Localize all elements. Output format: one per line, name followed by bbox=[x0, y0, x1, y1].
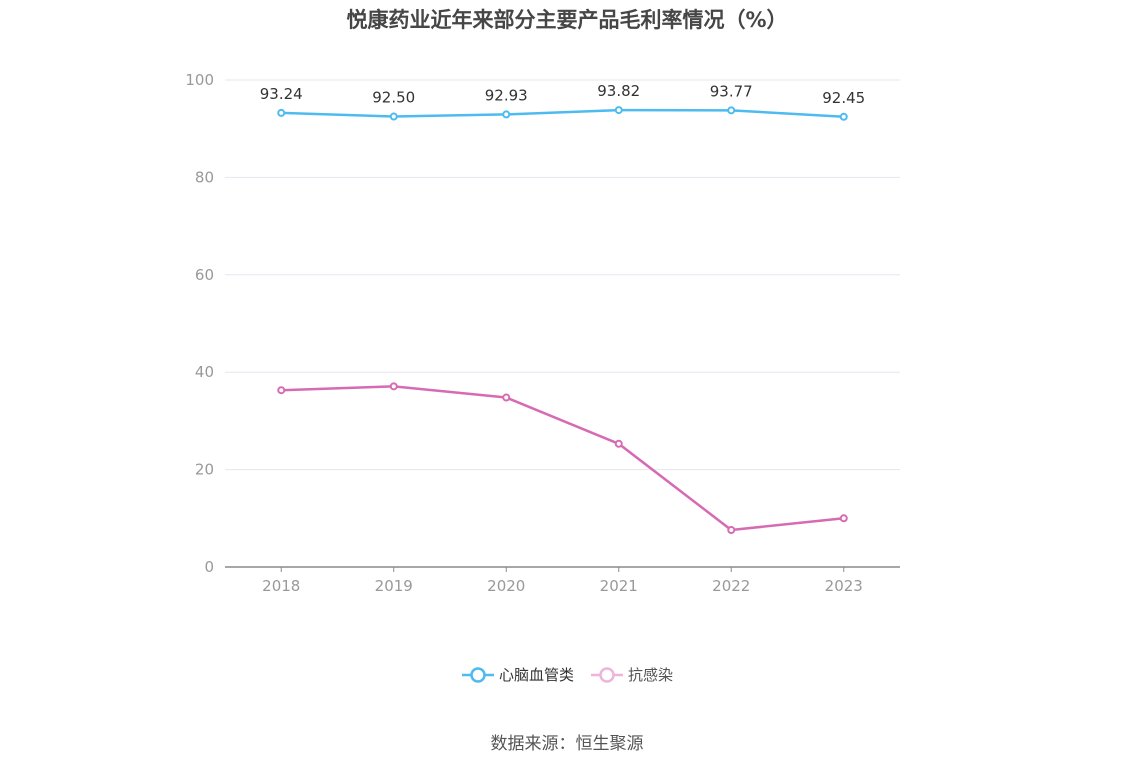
data-label: 93.24 bbox=[260, 85, 303, 103]
data-point[interactable] bbox=[727, 106, 736, 115]
data-label: 92.45 bbox=[822, 89, 865, 107]
x-tick-label: 2023 bbox=[825, 577, 863, 595]
y-tick-label: 0 bbox=[204, 558, 214, 576]
series-group bbox=[277, 106, 848, 534]
x-tick-label: 2022 bbox=[712, 577, 750, 595]
y-axis-ticks: 0 20 40 60 80 100 bbox=[185, 71, 214, 576]
legend-label-anti-infection: 抗感染 bbox=[628, 666, 674, 684]
data-label: 92.50 bbox=[372, 89, 415, 107]
grid-lines bbox=[225, 79, 900, 471]
legend-item-cardio[interactable]: 心脑血管类 bbox=[461, 664, 574, 685]
data-point[interactable] bbox=[277, 108, 286, 117]
data-point[interactable] bbox=[389, 112, 398, 121]
x-tick-label: 2021 bbox=[600, 577, 638, 595]
legend-cardio-icon bbox=[461, 666, 494, 683]
data-labels: 93.24 92.50 92.93 93.82 93.77 92.45 bbox=[260, 82, 865, 107]
series-line-0 bbox=[281, 108, 844, 119]
data-point[interactable] bbox=[839, 514, 848, 523]
legend: 心脑血管类 抗感染 bbox=[0, 664, 1134, 685]
chart-title: 悦康药业近年来部分主要产品毛利率情况（%） bbox=[346, 8, 788, 32]
data-point[interactable] bbox=[614, 439, 623, 448]
data-label: 93.77 bbox=[710, 82, 753, 100]
y-tick-label: 80 bbox=[195, 168, 214, 186]
x-tick-label: 2019 bbox=[375, 577, 413, 595]
x-tick-label: 2020 bbox=[487, 577, 525, 595]
data-point[interactable] bbox=[502, 110, 511, 119]
y-tick-label: 20 bbox=[195, 461, 214, 479]
series-line-1 bbox=[281, 385, 844, 532]
y-tick-label: 60 bbox=[195, 266, 214, 284]
y-tick-label: 40 bbox=[195, 363, 214, 381]
source-note: 数据来源：恒生聚源 bbox=[490, 734, 644, 754]
x-axis-ticks: 2018 2019 2020 2021 2022 2023 bbox=[262, 567, 863, 595]
data-label: 92.93 bbox=[485, 86, 528, 104]
legend-anti-infection-icon bbox=[591, 666, 623, 683]
data-point[interactable] bbox=[839, 112, 848, 121]
data-point[interactable] bbox=[614, 106, 623, 115]
data-point[interactable] bbox=[389, 382, 398, 391]
y-tick-label: 100 bbox=[185, 71, 214, 89]
legend-item-anti-infection[interactable]: 抗感染 bbox=[590, 664, 673, 685]
data-point[interactable] bbox=[502, 393, 511, 402]
x-tick-label: 2018 bbox=[262, 577, 300, 595]
legend-label-cardio: 心脑血管类 bbox=[498, 666, 574, 684]
data-label: 93.82 bbox=[597, 82, 640, 100]
data-point[interactable] bbox=[727, 525, 736, 534]
data-point[interactable] bbox=[277, 386, 286, 395]
